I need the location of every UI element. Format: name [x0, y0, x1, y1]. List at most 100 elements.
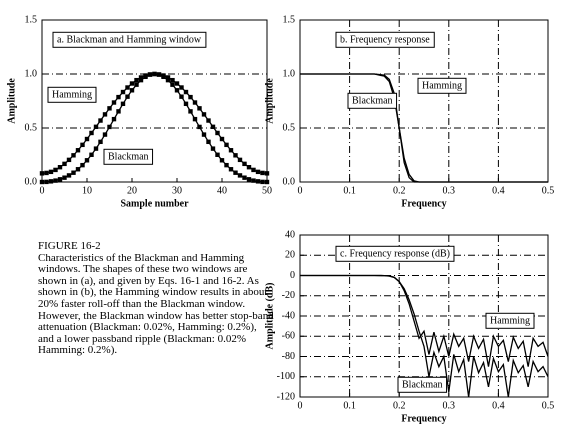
point	[165, 77, 171, 83]
x-axis-label: Sample number	[120, 198, 189, 209]
series-label: Hamming	[422, 80, 462, 91]
y-tick-label: 0.5	[283, 122, 296, 133]
point	[66, 157, 72, 163]
x-tick-label: 0	[298, 185, 303, 196]
point	[237, 157, 243, 163]
series-label: Blackman	[108, 151, 149, 162]
point	[264, 179, 270, 185]
caption: FIGURE 16-2 Characteristics of the Black…	[38, 240, 274, 357]
point	[224, 162, 229, 168]
point	[53, 167, 58, 173]
series-label: Blackman	[352, 95, 393, 106]
point	[201, 112, 207, 117]
point	[75, 148, 81, 153]
x-tick-label: 0.2	[393, 400, 406, 411]
point	[179, 85, 184, 90]
point	[233, 170, 238, 175]
point	[44, 170, 49, 176]
series-label-box	[485, 312, 535, 329]
point	[71, 170, 76, 175]
y-axis-label: Amplitude (dB)	[264, 283, 275, 350]
point	[138, 75, 144, 80]
point	[102, 132, 108, 137]
y-axis-label: Amplitude	[264, 78, 275, 124]
point	[210, 146, 216, 151]
point	[125, 85, 130, 90]
y-tick-label: -20	[282, 290, 295, 301]
x-tick-label: 50	[262, 185, 272, 196]
x-tick-label: 10	[82, 185, 92, 196]
point	[102, 112, 108, 117]
series-label-box	[103, 148, 154, 165]
point	[48, 179, 54, 184]
chart-title: a. Blackman and Hamming window	[57, 34, 202, 45]
y-tick-label: -40	[282, 310, 295, 321]
x-tick-label: 0.3	[443, 185, 456, 196]
series-label-box	[397, 376, 448, 393]
point	[57, 165, 63, 170]
point	[62, 161, 67, 167]
caption-label: FIGURE 16-2	[38, 240, 101, 252]
chart-title: c. Frequency response (dB)	[340, 248, 450, 259]
point	[219, 158, 225, 163]
y-tick-label: 40	[285, 229, 295, 240]
point	[174, 81, 180, 86]
point	[183, 89, 189, 95]
point	[206, 139, 211, 145]
series-line	[300, 274, 549, 398]
point	[161, 74, 166, 80]
x-tick-label: 30	[172, 185, 182, 196]
point	[197, 106, 202, 111]
point	[53, 178, 58, 183]
plot-frame	[299, 234, 549, 398]
point	[116, 109, 121, 114]
chart-title: b. Frequency response	[340, 34, 430, 45]
point	[260, 179, 265, 185]
x-axis-label: Frequency	[401, 413, 446, 424]
x-tick-label: 0.5	[542, 400, 555, 411]
point	[246, 165, 252, 170]
series-label-box	[347, 92, 398, 109]
y-tick-label: -60	[282, 331, 295, 342]
point	[152, 71, 157, 77]
point	[233, 153, 238, 158]
point	[228, 167, 234, 172]
y-tick-label: 0.0	[25, 176, 38, 187]
point	[125, 94, 130, 99]
point	[188, 109, 193, 114]
point	[120, 101, 126, 107]
point	[44, 179, 49, 185]
y-tick-label: -80	[282, 351, 295, 362]
series-line	[300, 73, 548, 183]
x-tick-label: 0.4	[492, 185, 505, 196]
point	[120, 89, 126, 95]
point	[93, 124, 99, 130]
point	[188, 94, 193, 100]
series-label-box	[417, 77, 467, 94]
chart-title-box	[335, 245, 455, 262]
point	[210, 124, 216, 130]
point	[89, 130, 94, 136]
point	[62, 175, 67, 180]
point	[107, 124, 112, 130]
point	[165, 75, 171, 80]
point	[134, 77, 139, 83]
point	[93, 146, 99, 151]
point	[215, 130, 220, 136]
point	[80, 162, 85, 168]
y-tick-label: 0.5	[25, 122, 38, 133]
point	[237, 173, 243, 178]
point	[197, 124, 202, 130]
y-tick-label: -120	[277, 391, 295, 402]
y-tick-label: 1.0	[283, 68, 296, 79]
point	[143, 74, 148, 80]
point	[219, 136, 225, 142]
point	[260, 170, 265, 176]
point	[134, 82, 139, 87]
point	[228, 148, 234, 153]
point	[98, 118, 103, 123]
point	[192, 100, 198, 105]
point	[48, 169, 54, 175]
caption-text: Characteristics of the Blackman and Hamm…	[38, 251, 274, 357]
